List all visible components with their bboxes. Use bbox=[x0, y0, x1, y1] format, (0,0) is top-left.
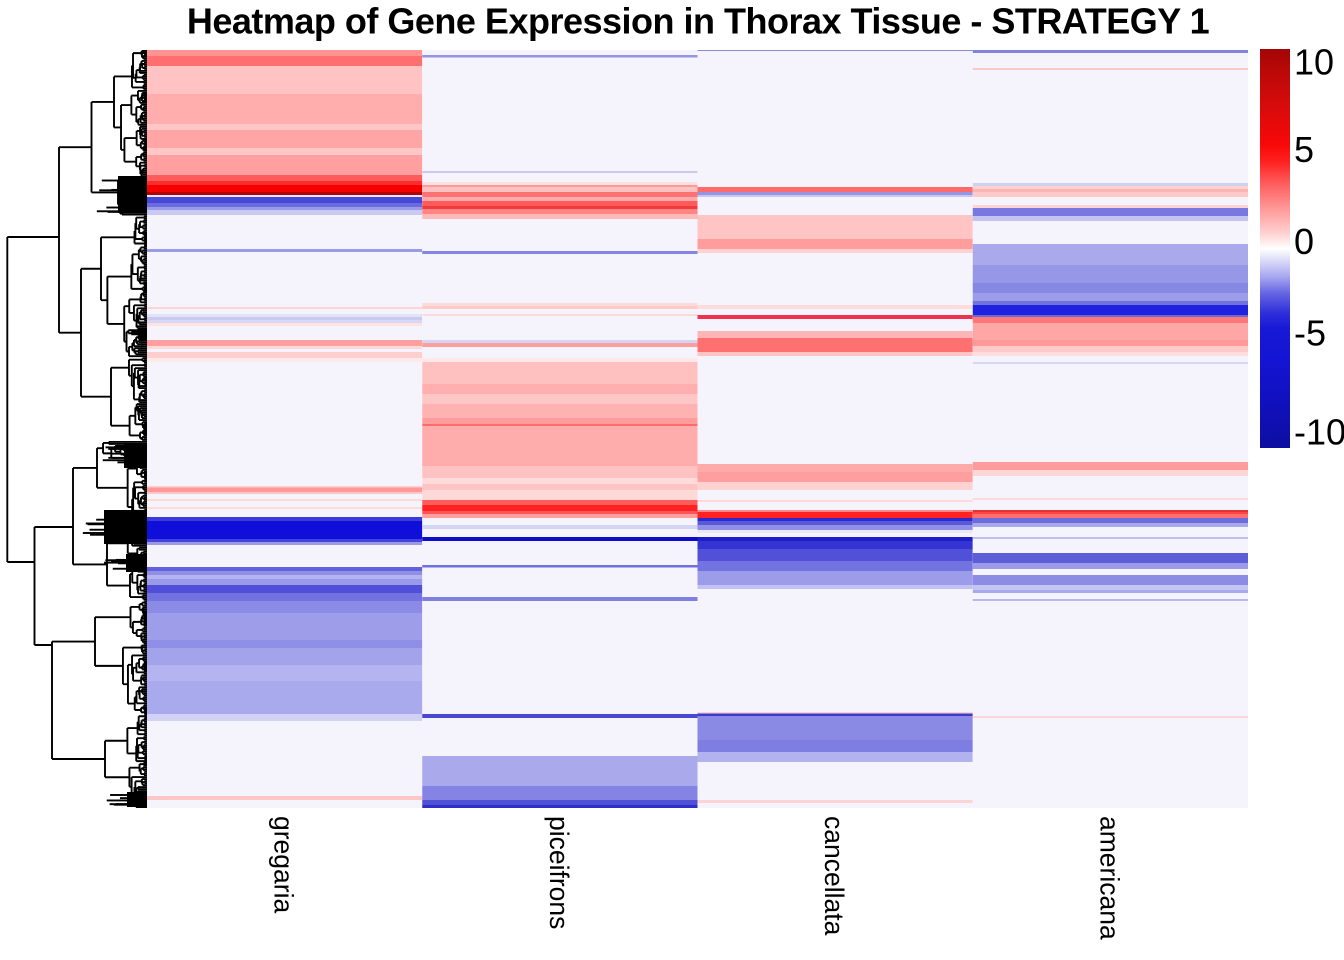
svg-text:10: 10 bbox=[1294, 42, 1334, 83]
svg-text:5: 5 bbox=[1294, 129, 1314, 170]
svg-text:piceifrons: piceifrons bbox=[544, 816, 574, 929]
svg-text:-10: -10 bbox=[1294, 412, 1344, 453]
svg-text:-5: -5 bbox=[1294, 313, 1326, 354]
svg-text:0: 0 bbox=[1294, 221, 1314, 262]
svg-text:americana: americana bbox=[1094, 816, 1124, 940]
svg-text:Heatmap of Gene Expression in: Heatmap of Gene Expression in Thorax Tis… bbox=[187, 1, 1210, 42]
svg-text:gregaria: gregaria bbox=[269, 816, 299, 913]
svg-text:cancellata: cancellata bbox=[819, 816, 849, 936]
